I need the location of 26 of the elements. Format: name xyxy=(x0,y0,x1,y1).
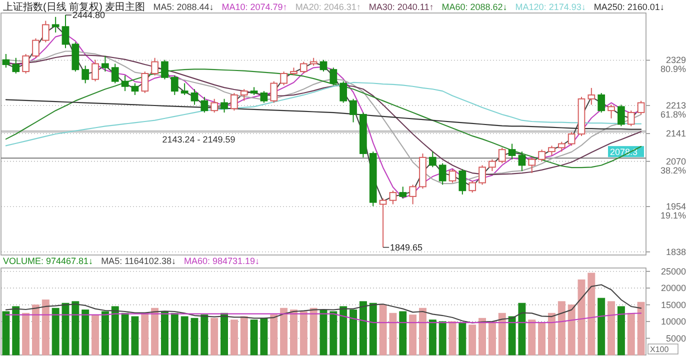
annotation: 1849.65 xyxy=(390,242,423,252)
ytick: 5000 xyxy=(666,333,686,344)
ytick: 25000 xyxy=(660,266,686,276)
ytick: 20000 xyxy=(660,283,686,294)
legend: MA60: 2088.62↓ xyxy=(442,2,508,12)
annotation: 2444.80 xyxy=(72,10,106,20)
ytick: 2070 38.2% xyxy=(660,156,686,176)
band-label: 2143.24 - 2149.59 xyxy=(162,134,236,145)
ytick: 2213 61.8% xyxy=(660,100,686,120)
legend: VOLUME: 974467.81↓ xyxy=(3,256,94,266)
legend: MA10: 2074.79↑ xyxy=(222,2,288,12)
ytick: 10000 xyxy=(660,316,686,327)
legend: MA5: 2088.44↓ xyxy=(153,2,214,12)
ytick: 1954 19.1% xyxy=(660,202,686,221)
note: X100 xyxy=(650,345,669,354)
legend: MA250: 2160.01↓ xyxy=(594,2,664,12)
ytick: 2329 80.9% xyxy=(660,55,686,74)
ytick: 15000 xyxy=(660,300,686,310)
legend: MA120: 2174.93↓ xyxy=(515,2,586,12)
title: 上证指数(日线 前复权) 麦田主图 xyxy=(3,2,146,13)
ytick: 1838 xyxy=(666,246,686,257)
ytick: 2141 xyxy=(666,128,686,139)
legend: MA5: 1164102.38↓ xyxy=(101,256,176,266)
legend: MA60: 984731.19↓ xyxy=(184,256,260,266)
legend: MA30: 2040.11↑ xyxy=(368,2,434,12)
legend: MA20: 2046.31↑ xyxy=(295,2,361,12)
